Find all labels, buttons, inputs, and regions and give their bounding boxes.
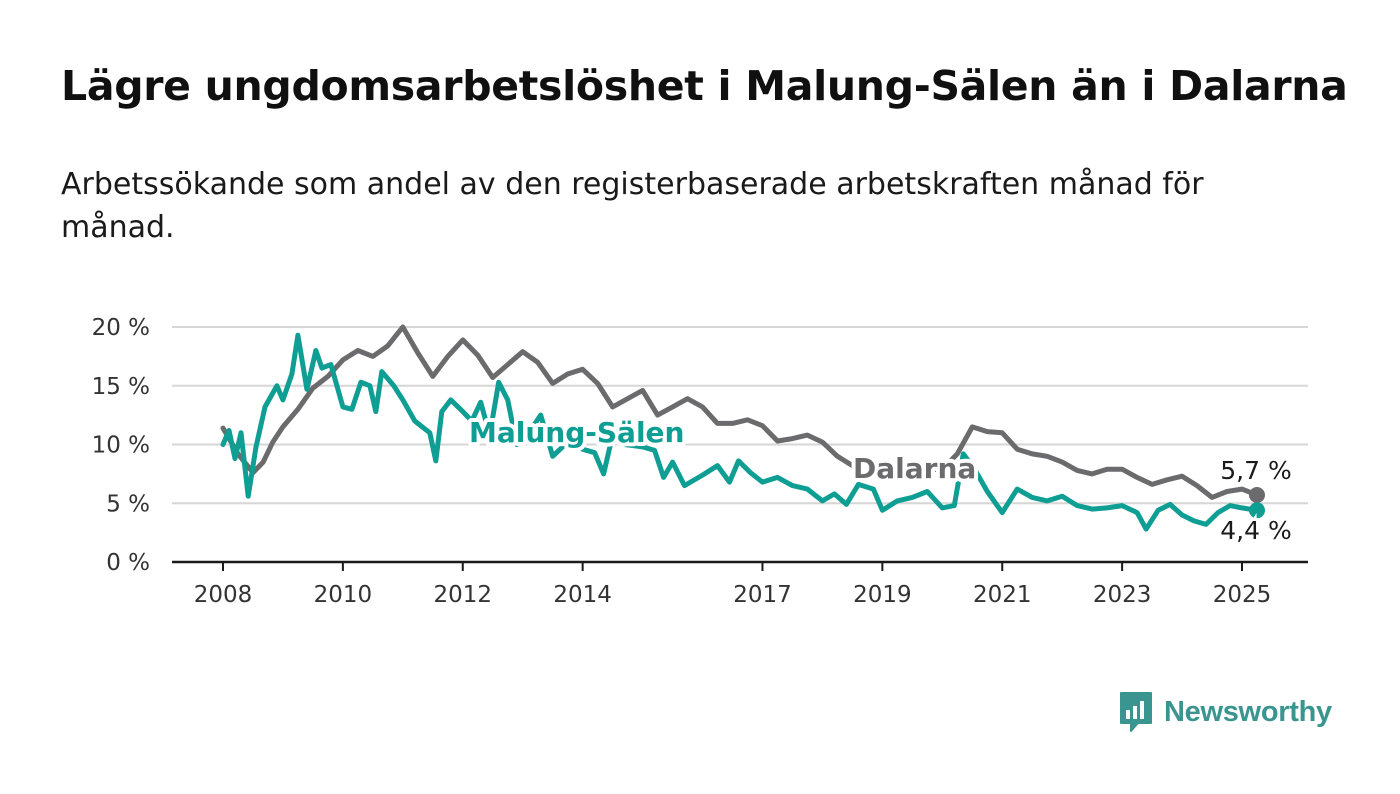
series-label-dalarna: Dalarna [853,452,976,485]
bar-chart-speech-bubble-icon [1120,692,1152,732]
y-tick-label: 20 % [92,315,150,341]
y-tick-label: 5 % [106,491,150,517]
y-tick-label: 15 % [92,374,150,400]
series-end-point [1248,487,1265,504]
y-tick-label: 10 % [92,433,150,459]
y-tick-label: 0 % [106,550,150,576]
x-tick-label: 2025 [1213,582,1272,608]
chart-subtitle: Arbetssökande som andel av den registerb… [61,167,1204,245]
line-chart: 0 % 5 % 10 % 15 % 20 % 2008 2010 2012 2014 2017 20… [92,315,1308,608]
x-tick-label: 2014 [553,582,612,608]
x-tick-label: 2021 [973,582,1032,608]
series-line-dalarna [220,324,1260,500]
end-value-label-dalarna: 5,7 % [1220,456,1291,485]
x-tick-label: 2019 [853,582,912,608]
x-tick-label: 2017 [733,582,792,608]
x-tick-label: 2012 [433,582,492,608]
x-tick-label: 2010 [314,582,373,608]
series-end-point [1248,502,1265,519]
end-value-label-malung-salen: 4,4 % [1220,516,1291,545]
chart-title: Lägre ungdomsarbetslöshet i Malung-Sälen… [61,62,1348,110]
newsworthy-logo: Newsworthy [1118,690,1332,734]
series-line-malung-salen [220,332,1260,532]
x-tick-label: 2023 [1093,582,1152,608]
brand-name: Newsworthy [1164,695,1332,728]
x-tick-label: 2008 [194,582,253,608]
series-label-malung-salen: Malung-Sälen [469,416,684,449]
